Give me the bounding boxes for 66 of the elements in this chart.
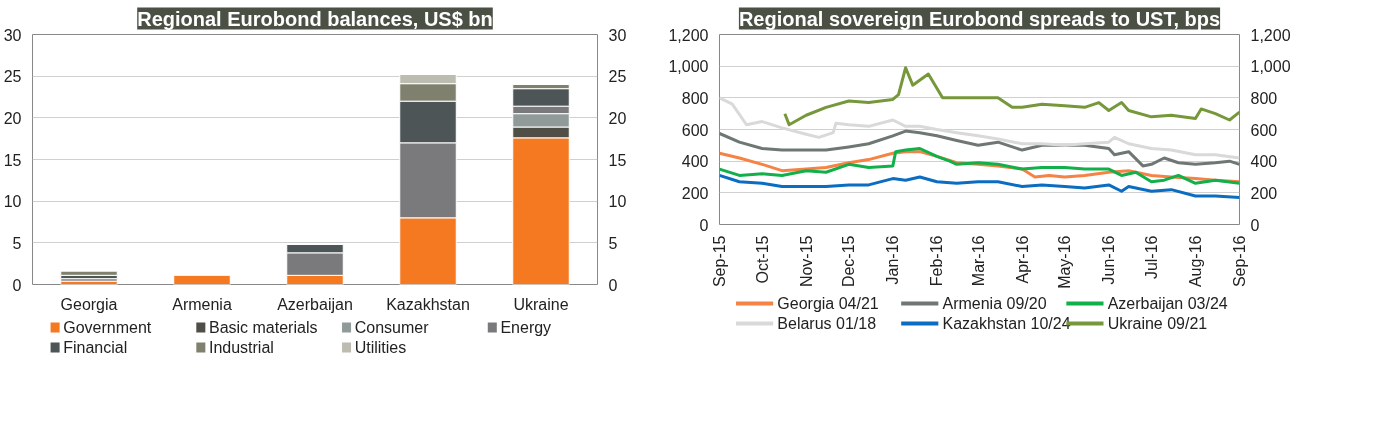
x-tick-label: May-16 [1056, 235, 1074, 289]
legend-label: Georgia 04/21 [777, 295, 879, 312]
x-tick-label: Mar-16 [969, 235, 987, 287]
x-tick-label: Armenia [172, 295, 232, 313]
y2-tick-label: 600 [1250, 121, 1278, 139]
y2-tick-label: 0 [1250, 216, 1260, 234]
legend-label: Financial [63, 339, 128, 356]
line-series [719, 173, 1240, 200]
line-series [719, 129, 1240, 168]
x-tick-label: Sep-16 [1231, 235, 1248, 288]
legend-label: Basic materials [208, 319, 318, 336]
legend-label: Armenia 09/20 [942, 295, 1047, 312]
y2-tick-label: 800 [1250, 89, 1278, 107]
y2-tick-label: 1,200 [1250, 26, 1291, 44]
y2-tick-label: 5 [608, 234, 618, 252]
x-tick-label: Feb-16 [928, 235, 946, 287]
legend-label: Energy [500, 319, 552, 336]
y2-tick-label: 25 [608, 68, 627, 86]
y2-tick-label: 400 [1250, 153, 1278, 171]
y-tick-label: 200 [681, 184, 709, 202]
legend-label: Belarus 01/18 [777, 315, 877, 332]
chart-title: Regional Eurobond balances, US$ bn [137, 7, 493, 30]
y-tick-label: 1,000 [668, 58, 709, 76]
legend-label: Government [63, 319, 152, 336]
y2-tick-label: 15 [608, 151, 627, 169]
y2-tick-label: 30 [608, 26, 627, 44]
x-tick-label: Oct-15 [753, 235, 771, 284]
y-tick-label: 400 [681, 153, 709, 171]
legend-label: Kazakhstan 10/24 [942, 315, 1071, 332]
y-tick-label: 0 [699, 216, 709, 234]
bar [173, 274, 231, 285]
x-tick-label: Apr-16 [1013, 235, 1031, 284]
x-tick-label: Ukraine [513, 295, 569, 313]
legend-label: Industrial [208, 339, 274, 356]
legend-label: Utilities [354, 339, 407, 356]
line-series [783, 66, 1240, 127]
y2-tick-label: 20 [608, 109, 627, 127]
x-tick-label: Aug-16 [1186, 235, 1204, 288]
y-tick-label: 0 [12, 276, 22, 294]
x-tick-label: Jan-16 [884, 235, 902, 285]
y2-tick-label: 10 [608, 193, 627, 211]
y-tick-label: 10 [3, 193, 22, 211]
y2-tick-label: 1,000 [1250, 58, 1291, 76]
y-tick-label: 20 [3, 109, 22, 127]
bar [60, 270, 118, 276]
x-tick-label: Sep-15 [711, 235, 728, 288]
legend-label: Consumer [354, 319, 430, 336]
chart-title: Regional sovereign Eurobond spreads to UST, bps [738, 7, 1221, 30]
x-tick-label: Jul-16 [1142, 235, 1160, 280]
y2-tick-label: 0 [608, 276, 618, 294]
y-tick-label: 600 [681, 121, 709, 139]
legend-label: Azerbaijan 03/24 [1107, 295, 1228, 312]
y-tick-label: 5 [12, 234, 22, 252]
y-tick-label: 30 [3, 26, 22, 44]
legend-label: Ukraine 09/21 [1107, 315, 1208, 332]
y-tick-label: 1,200 [668, 26, 709, 44]
y-tick-label: 25 [3, 68, 22, 86]
x-tick-label: Kazakhstan [386, 295, 470, 313]
y-tick-label: 15 [3, 151, 22, 169]
x-tick-label: Georgia [60, 295, 118, 313]
x-tick-label: Dec-15 [840, 235, 858, 288]
x-tick-label: Azerbaijan [277, 295, 353, 313]
y2-tick-label: 200 [1250, 184, 1278, 202]
y-tick-label: 800 [681, 89, 709, 107]
x-tick-label: Nov-15 [797, 235, 815, 288]
x-tick-label: Jun-16 [1100, 235, 1118, 285]
